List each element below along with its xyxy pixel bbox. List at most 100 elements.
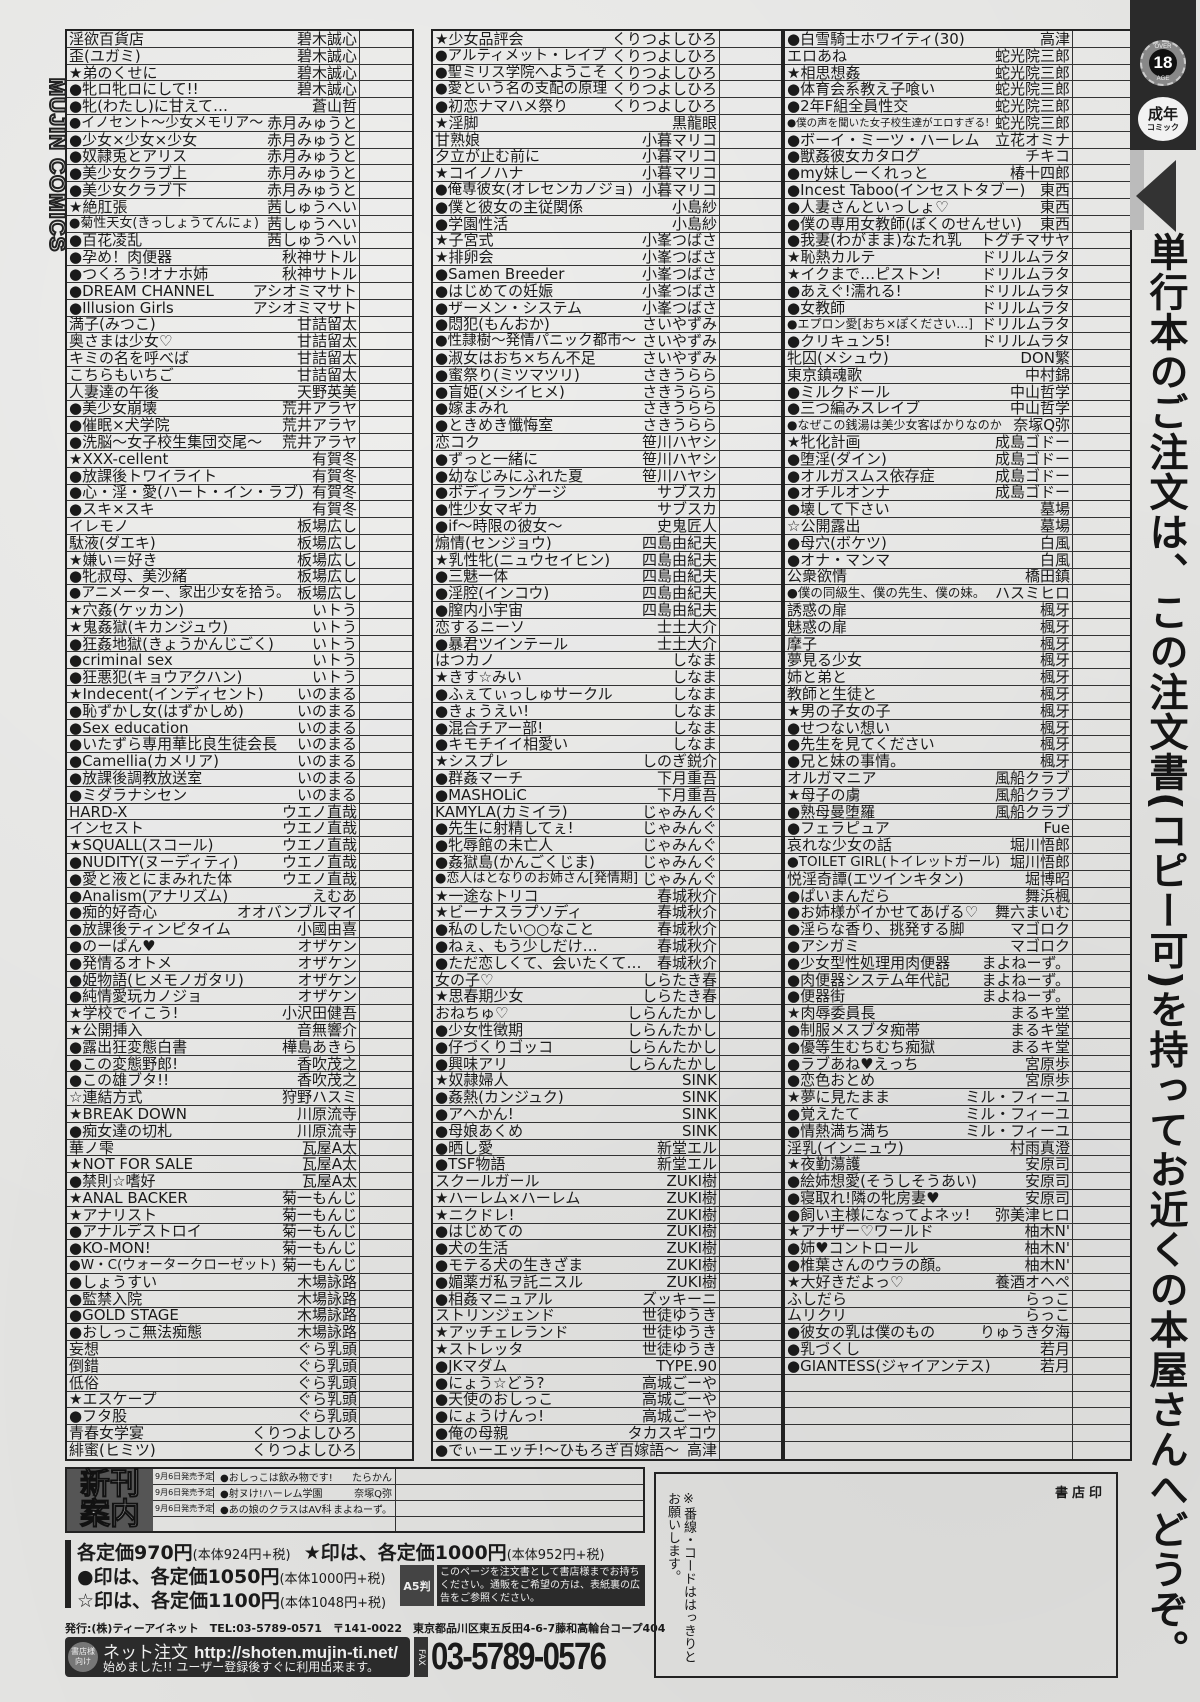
- quantity-field[interactable]: [720, 81, 781, 97]
- release-blank[interactable]: [396, 1485, 643, 1500]
- quantity-field[interactable]: [360, 266, 412, 282]
- quantity-field[interactable]: [1073, 451, 1130, 467]
- quantity-field[interactable]: [720, 854, 781, 870]
- quantity-field[interactable]: [1073, 787, 1130, 803]
- release-blank[interactable]: [396, 1469, 643, 1484]
- quantity-field[interactable]: [1073, 955, 1130, 971]
- quantity-field[interactable]: [360, 770, 412, 786]
- quantity-field[interactable]: [1073, 854, 1130, 870]
- quantity-field[interactable]: [720, 1291, 781, 1307]
- quantity-field[interactable]: [360, 48, 412, 64]
- quantity-field[interactable]: [360, 569, 412, 585]
- quantity-field[interactable]: [360, 904, 412, 920]
- quantity-field[interactable]: [1073, 938, 1130, 954]
- quantity-field[interactable]: [360, 333, 412, 349]
- quantity-field[interactable]: [360, 283, 412, 299]
- quantity-field[interactable]: [1073, 468, 1130, 484]
- quantity-field[interactable]: [360, 485, 412, 501]
- quantity-field[interactable]: [360, 921, 412, 937]
- release-blank[interactable]: [396, 1501, 643, 1516]
- quantity-field[interactable]: [360, 65, 412, 81]
- quantity-field[interactable]: [1073, 199, 1130, 215]
- quantity-field[interactable]: [720, 300, 781, 316]
- quantity-field[interactable]: [1073, 485, 1130, 501]
- quantity-field[interactable]: [1073, 317, 1130, 333]
- quantity-field[interactable]: [1073, 48, 1130, 64]
- quantity-field[interactable]: [360, 149, 412, 165]
- quantity-field[interactable]: [1073, 602, 1130, 618]
- quantity-field[interactable]: [360, 1408, 412, 1424]
- quantity-field[interactable]: [360, 1224, 412, 1240]
- quantity-field[interactable]: [720, 249, 781, 265]
- quantity-field[interactable]: [720, 1072, 781, 1088]
- quantity-field[interactable]: [1073, 1392, 1130, 1408]
- quantity-field[interactable]: [360, 1056, 412, 1072]
- quantity-field[interactable]: [720, 317, 781, 333]
- quantity-field[interactable]: [1073, 1207, 1130, 1223]
- quantity-field[interactable]: [720, 837, 781, 853]
- quantity-field[interactable]: [720, 787, 781, 803]
- quantity-field[interactable]: [360, 1291, 412, 1307]
- release-blank[interactable]: [396, 1517, 643, 1531]
- quantity-field[interactable]: [360, 652, 412, 668]
- quantity-field[interactable]: [720, 1224, 781, 1240]
- quantity-field[interactable]: [360, 1392, 412, 1408]
- quantity-field[interactable]: [1073, 669, 1130, 685]
- quantity-field[interactable]: [360, 1442, 412, 1459]
- quantity-field[interactable]: [360, 434, 412, 450]
- quantity-field[interactable]: [720, 585, 781, 601]
- quantity-field[interactable]: [1073, 384, 1130, 400]
- quantity-field[interactable]: [720, 417, 781, 433]
- quantity-field[interactable]: [720, 1207, 781, 1223]
- quantity-field[interactable]: [720, 1140, 781, 1156]
- quantity-field[interactable]: [360, 216, 412, 232]
- quantity-field[interactable]: [360, 1072, 412, 1088]
- quantity-field[interactable]: [360, 1089, 412, 1105]
- quantity-field[interactable]: [1073, 283, 1130, 299]
- quantity-field[interactable]: [720, 1240, 781, 1256]
- quantity-field[interactable]: [360, 165, 412, 181]
- quantity-field[interactable]: [360, 1257, 412, 1273]
- quantity-field[interactable]: [1073, 31, 1130, 47]
- quantity-field[interactable]: [1073, 837, 1130, 853]
- quantity-field[interactable]: [1073, 98, 1130, 114]
- quantity-field[interactable]: [720, 736, 781, 752]
- quantity-field[interactable]: [1073, 770, 1130, 786]
- quantity-field[interactable]: [720, 333, 781, 349]
- quantity-field[interactable]: [360, 820, 412, 836]
- quantity-field[interactable]: [720, 1005, 781, 1021]
- quantity-field[interactable]: [1073, 417, 1130, 433]
- quantity-field[interactable]: [720, 972, 781, 988]
- quantity-field[interactable]: [720, 1274, 781, 1290]
- quantity-field[interactable]: [1073, 1308, 1130, 1324]
- quantity-field[interactable]: [1073, 1240, 1130, 1256]
- quantity-field[interactable]: [1073, 804, 1130, 820]
- quantity-field[interactable]: [1073, 569, 1130, 585]
- quantity-field[interactable]: [360, 300, 412, 316]
- quantity-field[interactable]: [1073, 1341, 1130, 1357]
- quantity-field[interactable]: [360, 31, 412, 47]
- quantity-field[interactable]: [1073, 736, 1130, 752]
- quantity-field[interactable]: [1073, 1224, 1130, 1240]
- quantity-field[interactable]: [360, 888, 412, 904]
- quantity-field[interactable]: [360, 384, 412, 400]
- quantity-field[interactable]: [1073, 904, 1130, 920]
- quantity-field[interactable]: [1073, 888, 1130, 904]
- quantity-field[interactable]: [360, 602, 412, 618]
- quantity-field[interactable]: [720, 1106, 781, 1122]
- quantity-field[interactable]: [720, 132, 781, 148]
- quantity-field[interactable]: [720, 182, 781, 198]
- quantity-field[interactable]: [720, 434, 781, 450]
- quantity-field[interactable]: [360, 669, 412, 685]
- quantity-field[interactable]: [720, 1022, 781, 1038]
- quantity-field[interactable]: [360, 736, 412, 752]
- quantity-field[interactable]: [1073, 65, 1130, 81]
- quantity-field[interactable]: [1073, 972, 1130, 988]
- quantity-field[interactable]: [360, 350, 412, 366]
- quantity-field[interactable]: [720, 720, 781, 736]
- quantity-field[interactable]: [360, 98, 412, 114]
- quantity-field[interactable]: [360, 1341, 412, 1357]
- quantity-field[interactable]: [360, 955, 412, 971]
- quantity-field[interactable]: [720, 31, 781, 47]
- quantity-field[interactable]: [360, 972, 412, 988]
